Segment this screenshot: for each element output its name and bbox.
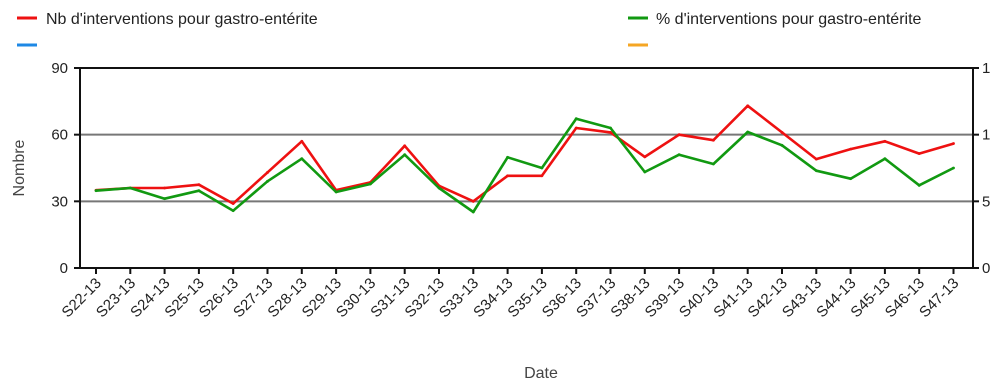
y-tick-label: 0: [60, 260, 68, 277]
y2-tick-label: 1: [982, 127, 990, 144]
series-2-point: [677, 153, 681, 157]
series-2-point: [814, 169, 818, 173]
series-1-point: [506, 174, 509, 178]
series-1-point: [849, 147, 852, 151]
series-2-point: [540, 166, 544, 170]
series-2-point: [780, 143, 784, 147]
series-2-point: [609, 126, 612, 130]
series-2-point: [163, 197, 167, 201]
series-1-point: [677, 133, 681, 137]
series-2-point: [94, 189, 98, 193]
series-1-point: [917, 152, 921, 155]
legend-label-1: Nb d'interventions pour gastro-entérite: [46, 11, 318, 28]
series-2-point: [197, 189, 201, 193]
y-axis-title: Nombre: [11, 139, 28, 196]
series-2-point: [917, 183, 921, 187]
series-2-point: [952, 166, 955, 170]
legend: Nb d'interventions pour gastro-entérite%…: [17, 11, 922, 47]
series-2-point: [506, 155, 509, 159]
y-tick-label: 30: [51, 193, 68, 210]
series-1-point: [403, 144, 407, 148]
y2-tick-label: 0: [982, 260, 990, 277]
series-2-point: [369, 182, 372, 186]
series-1-point: [643, 155, 647, 159]
series-2-point: [231, 209, 235, 213]
y2-tick-label: 5: [982, 193, 990, 210]
legend-label-2: % d'interventions pour gastro-entérite: [656, 11, 922, 28]
series-2-point: [746, 130, 750, 134]
series-1-point: [883, 139, 887, 143]
series-2-point: [574, 117, 578, 121]
axis-layer: 03060900511S22-13S23-13S24-13S25-13S26-1…: [11, 60, 990, 382]
series-1-point: [952, 142, 955, 145]
series-1-point: [300, 139, 304, 143]
series-line-2: [95, 117, 955, 214]
series-2-point: [471, 210, 475, 214]
series-2-point: [712, 162, 715, 166]
series-line-1: [95, 104, 954, 205]
series-1-point: [163, 186, 167, 190]
grid-layer: [80, 133, 973, 203]
series-1-point: [471, 199, 475, 203]
series-1-point: [197, 183, 201, 187]
series-2-point: [403, 153, 407, 157]
series-2-point: [300, 157, 304, 161]
y2-tick-label: 1: [982, 60, 990, 77]
series-2-point: [643, 170, 647, 174]
series-1-point: [609, 131, 612, 134]
series-2-point: [334, 190, 338, 194]
x-tick-label: S47-13: [916, 275, 962, 321]
series-1-point: [266, 171, 269, 174]
y-tick-label: 90: [51, 60, 68, 77]
series-1-point: [712, 138, 715, 142]
y-tick-label: 60: [51, 127, 68, 144]
series-1-point: [814, 157, 818, 161]
series-1-point: [231, 202, 235, 205]
x-axis-title: Date: [524, 365, 558, 382]
series-2-point: [849, 177, 852, 181]
series-1-point: [780, 131, 784, 134]
series-1-point: [540, 174, 544, 178]
series-1-point: [574, 126, 578, 130]
series-1-point: [746, 104, 750, 108]
series-2-point: [266, 179, 269, 183]
series-2-point: [437, 186, 441, 190]
series-layer: [94, 104, 955, 214]
series-2-point: [883, 157, 887, 161]
series-2-point: [128, 186, 132, 190]
